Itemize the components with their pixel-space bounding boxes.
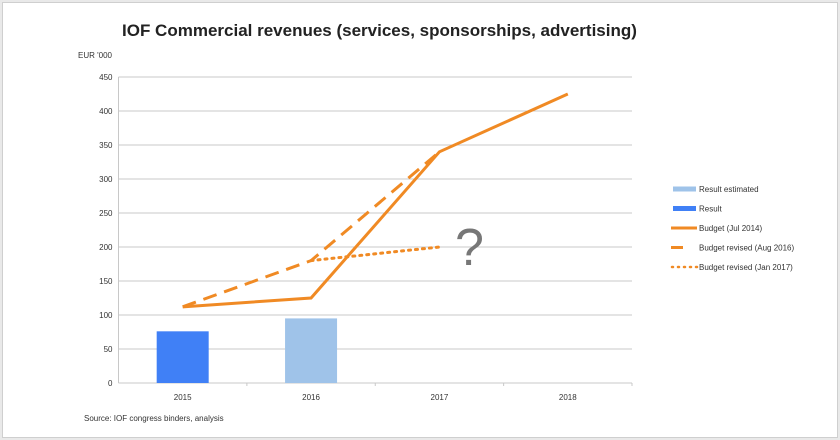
- legend-swatch: [673, 206, 696, 211]
- x-tick-label: 2016: [302, 393, 320, 402]
- y-tick-label: 50: [104, 345, 113, 354]
- y-tick-label: 200: [99, 243, 113, 252]
- annotation-question-mark: ?: [455, 219, 484, 277]
- y-tick-label: 350: [99, 141, 113, 150]
- line-budget-revised-aug-2016-: [182, 150, 441, 309]
- y-tick-label: 250: [99, 209, 113, 218]
- y-tick-label: 300: [99, 175, 113, 184]
- legend-item: Result estimated: [673, 185, 759, 194]
- x-tick-label: 2015: [174, 393, 192, 402]
- legend-item: Budget (Jul 2014): [671, 224, 762, 233]
- legend-label: Result estimated: [699, 185, 759, 194]
- legend-item: Budget revised (Jan 2017): [670, 263, 793, 272]
- x-tick-label: 2017: [431, 393, 449, 402]
- legend-label: Budget revised (Jan 2017): [699, 263, 793, 272]
- chart-title: IOF Commercial revenues (services, spons…: [122, 21, 637, 40]
- x-tick-label: 2018: [559, 393, 577, 402]
- bar-result-estimated-2016: [285, 318, 338, 383]
- bar-result-2015: [156, 331, 209, 383]
- legend-item: Result: [673, 205, 722, 214]
- y-tick-label: 0: [108, 379, 113, 388]
- y-tick-label: 150: [99, 277, 113, 286]
- legend-item: Budget revised (Aug 2016): [671, 244, 795, 253]
- source-note: Source: IOF congress binders, analysis: [84, 414, 224, 423]
- y-tick-label: 100: [99, 311, 113, 320]
- line-budget-jul-2014-: [182, 92, 569, 309]
- legend-label: Result: [699, 205, 722, 214]
- legend-swatch: [673, 186, 696, 192]
- y-tick-label: 400: [99, 107, 113, 116]
- y-tick-label: 450: [99, 73, 113, 82]
- legend-label: Budget revised (Aug 2016): [699, 244, 795, 253]
- y-axis-label: EUR '000: [78, 51, 113, 60]
- legend-label: Budget (Jul 2014): [699, 224, 762, 233]
- line-budget-revised-jan-2017-: [309, 245, 441, 263]
